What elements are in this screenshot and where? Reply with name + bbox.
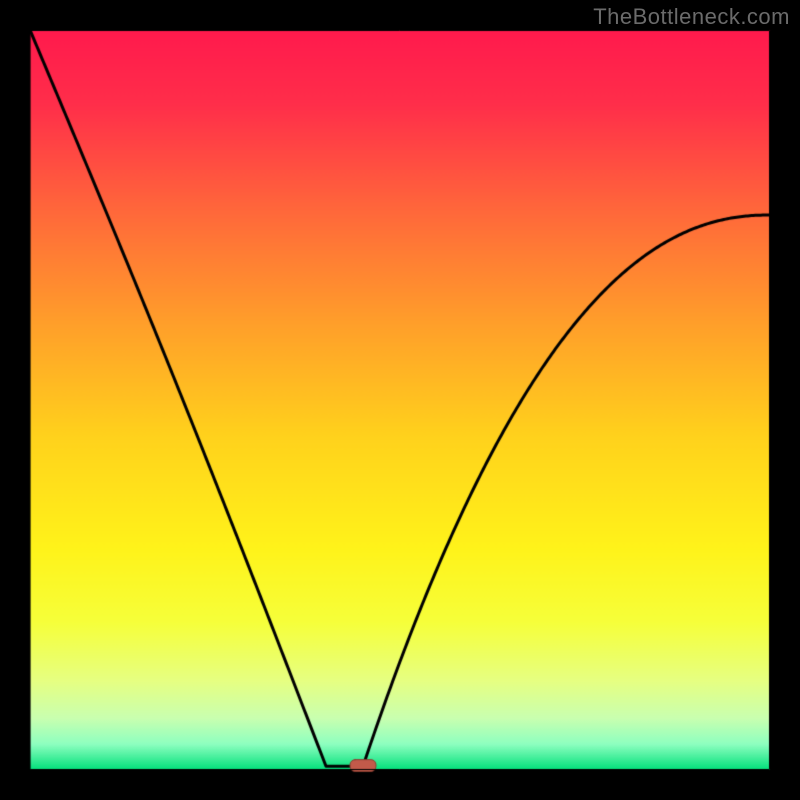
bottleneck-chart-canvas bbox=[0, 0, 800, 800]
chart-stage: TheBottleneck.com bbox=[0, 0, 800, 800]
